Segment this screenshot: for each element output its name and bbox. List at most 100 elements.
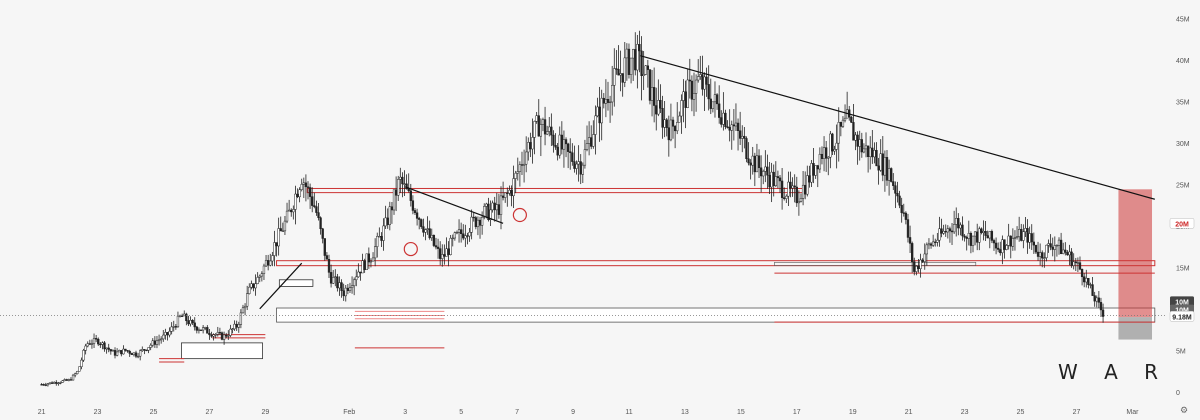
trendline-0: [259, 262, 303, 310]
candle-body-380: [837, 122, 840, 144]
candle-body-420: [921, 259, 924, 262]
candle-body-201: [462, 233, 465, 239]
candle-body-397: [873, 150, 876, 158]
candle-body-462: [1009, 235, 1012, 247]
candle-body-442: [967, 233, 970, 239]
candle-body-83: [214, 334, 217, 336]
candle-body-164: [384, 217, 387, 227]
candle-body-292: [652, 87, 656, 106]
candle-body-474: [1034, 244, 1038, 253]
candle-body-25: [92, 338, 96, 344]
price-label-0: 10M: [1175, 299, 1189, 306]
candle-body-3: [46, 383, 50, 386]
x-tick-label: 9: [571, 409, 575, 416]
candle-body-324: [720, 117, 723, 125]
candle-body-57: [160, 338, 163, 341]
candle-body-335: [743, 135, 746, 139]
candle-body-421: [923, 253, 926, 262]
candle-body-445: [973, 231, 977, 237]
candle-body-302: [673, 126, 677, 132]
candle-body-65: [176, 315, 180, 328]
x-tick-label: 23: [961, 409, 969, 416]
candle-body-381: [839, 122, 842, 127]
candle-body-229: [520, 164, 524, 166]
candle-body-180: [418, 218, 421, 220]
candle-body-303: [676, 122, 679, 132]
candle-body-453: [990, 231, 994, 241]
candle-body-465: [1015, 236, 1019, 238]
candle-body-280: [627, 48, 631, 75]
candle-body-209: [478, 219, 482, 226]
candle-body-441: [965, 236, 968, 239]
candle-body-231: [525, 151, 528, 165]
candle-body-295: [659, 100, 662, 109]
y-tick-label: 30M: [1176, 141, 1190, 148]
candle-body-349: [772, 171, 775, 186]
candle-body-52: [149, 344, 152, 348]
candle-body-284: [636, 44, 639, 71]
x-tick-label: 3: [403, 409, 407, 416]
y-tick-label: 25M: [1176, 182, 1190, 189]
candle-body-386: [850, 116, 853, 123]
candle-body-186: [430, 234, 433, 239]
candle-body-97: [243, 305, 247, 309]
x-tick-label: 25: [1017, 409, 1025, 416]
candle-body-372: [820, 153, 824, 159]
candle-body-22: [86, 343, 89, 347]
candle-body-251: [566, 143, 570, 152]
candle-body-205: [470, 216, 473, 233]
candle-body-161: [378, 236, 381, 238]
candle-body-419: [919, 259, 922, 269]
candle-body-123: [298, 189, 301, 198]
candle-body-246: [556, 146, 559, 156]
candle-body-294: [657, 100, 660, 115]
candle-body-187: [432, 234, 436, 246]
candle-body-282: [632, 49, 635, 59]
candle-body-232: [527, 142, 530, 153]
candle-body-135: [323, 238, 326, 256]
candle-body-345: [764, 166, 767, 172]
candle-body-193: [445, 248, 448, 257]
gear-icon[interactable]: ⚙: [1180, 406, 1189, 416]
candle-body-293: [655, 105, 658, 115]
candle-body-371: [818, 153, 822, 170]
candle-body-306: [682, 91, 685, 101]
candle-body-489: [1066, 252, 1069, 256]
candle-body-235: [533, 121, 536, 138]
candle-body-62: [170, 326, 173, 332]
candle-body-166: [388, 206, 391, 225]
candle-body-475: [1036, 251, 1040, 257]
candle-body-77: [201, 327, 205, 331]
candle-body-487: [1062, 249, 1065, 254]
candle-body-82: [212, 334, 215, 337]
candle-body-383: [843, 117, 847, 121]
candle-body-111: [273, 242, 276, 256]
candle-body-356: [787, 181, 790, 197]
x-tick-label: 29: [261, 409, 269, 416]
candle-body-234: [531, 137, 534, 150]
candle-body-26: [94, 338, 98, 340]
candle-body-491: [1070, 251, 1073, 266]
candle-body-422: [925, 244, 929, 255]
candle-body-20: [82, 350, 85, 361]
candle-body-222: [506, 192, 509, 194]
x-tick-label: 27: [1073, 409, 1081, 416]
candle-body-387: [852, 122, 855, 141]
candle-body-184: [426, 228, 429, 230]
candle-body-199: [457, 229, 461, 233]
candle-body-482: [1051, 246, 1054, 250]
candle-body-47: [139, 350, 142, 357]
candle-body-137: [327, 259, 331, 273]
x-tick-label: 17: [793, 409, 801, 416]
candle-body-49: [143, 349, 146, 351]
candle-body-484: [1055, 244, 1059, 247]
candle-body-430: [942, 231, 945, 234]
candle-body-54: [153, 340, 157, 345]
candle-body-270: [606, 99, 610, 103]
candle-body-273: [613, 68, 616, 86]
candle-body-110: [271, 255, 274, 262]
candle-body-322: [715, 94, 719, 105]
candles-layer: [40, 30, 1105, 387]
candle-body-459: [1003, 239, 1006, 250]
